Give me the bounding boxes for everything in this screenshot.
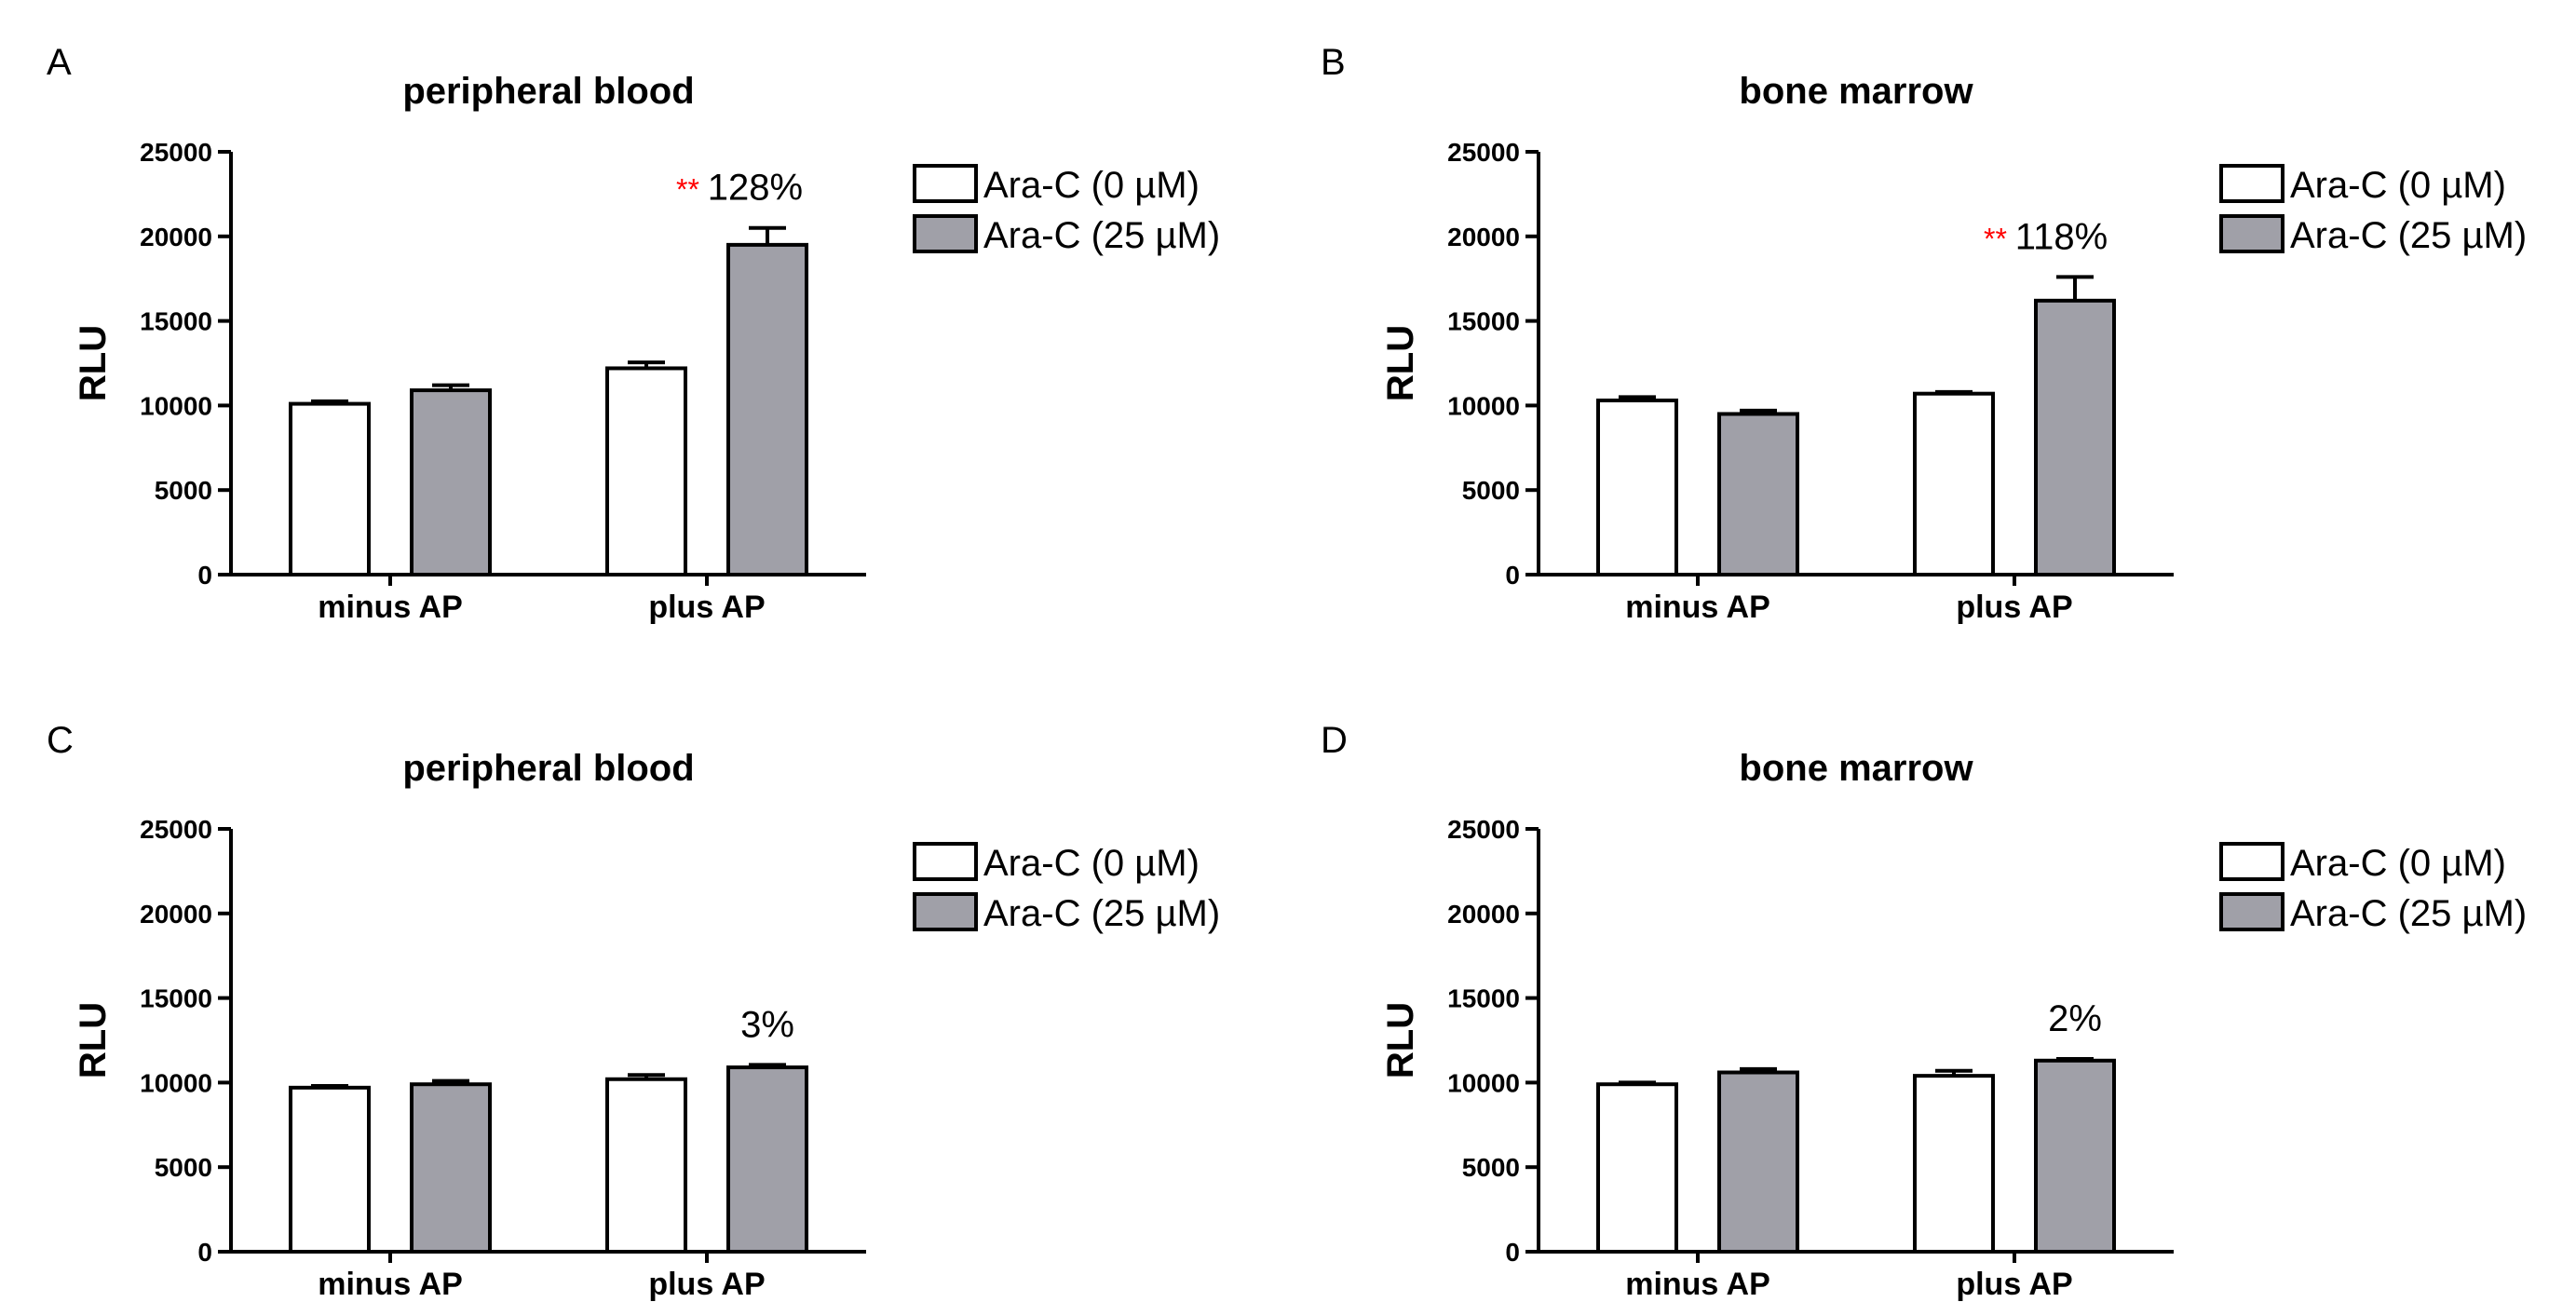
bar — [2034, 298, 2116, 576]
x-tick-label: plus AP — [1956, 1267, 2072, 1302]
legend-label: Ara-C (0 µM) — [983, 165, 1200, 206]
bar — [2034, 1058, 2116, 1254]
panel-label: A — [47, 42, 72, 83]
legend-label: Ara-C (0 µM) — [2290, 843, 2506, 884]
panel-label: C — [47, 720, 74, 761]
y-tick-label: 25000 — [140, 815, 212, 844]
legend-swatch — [2219, 164, 2285, 203]
legend-swatch — [2219, 842, 2285, 881]
significance-stars: ** — [1984, 222, 2015, 255]
y-tick-label: 15000 — [140, 307, 212, 336]
bar — [726, 1065, 808, 1255]
annotation-label: ** 118% — [1984, 216, 2108, 257]
x-tick-label: plus AP — [648, 590, 765, 625]
y-axis-label: RLU — [1380, 325, 1421, 401]
y-tick-label: 5000 — [1462, 1153, 1520, 1182]
chart-title: peripheral blood — [402, 748, 694, 789]
legend-swatch — [913, 842, 978, 881]
y-tick-label: 10000 — [1447, 1068, 1520, 1097]
y-tick-label: 5000 — [155, 1153, 212, 1182]
bar — [410, 1082, 492, 1254]
bar — [1913, 1074, 1995, 1254]
legend-swatch — [2219, 892, 2285, 931]
legend-swatch — [913, 164, 978, 203]
bar — [1717, 1070, 1799, 1255]
bar — [1596, 1082, 1678, 1254]
annotation-label: 2% — [2048, 998, 2102, 1039]
y-tick-label: 20000 — [140, 223, 212, 251]
legend-swatch — [913, 214, 978, 253]
chart-title: peripheral blood — [402, 71, 694, 112]
bar — [1717, 412, 1799, 577]
bar — [1596, 398, 1678, 576]
legend-label: Ara-C (25 µM) — [2290, 893, 2527, 934]
y-axis-label: RLU — [1380, 1002, 1421, 1078]
y-tick-label: 20000 — [1447, 223, 1520, 251]
x-tick-label: minus AP — [318, 590, 463, 625]
y-tick-label: 0 — [197, 561, 212, 590]
y-tick-label: 0 — [1505, 1238, 1520, 1267]
x-tick-label: plus AP — [648, 1267, 765, 1302]
bar — [289, 1085, 371, 1255]
percent-change: 118% — [2015, 216, 2108, 257]
bar — [1913, 391, 1995, 576]
y-tick-label: 15000 — [140, 984, 212, 1013]
bar — [726, 242, 808, 576]
legend-swatch — [2219, 214, 2285, 253]
y-tick-label: 20000 — [140, 900, 212, 929]
legend-label: Ara-C (0 µM) — [983, 843, 1200, 884]
percent-change: 2% — [2048, 998, 2102, 1039]
y-tick-label: 5000 — [155, 476, 212, 505]
bar — [289, 401, 371, 577]
annotation-label: 3% — [740, 1004, 794, 1045]
percent-change: 3% — [740, 1004, 794, 1045]
y-tick-label: 5000 — [1462, 476, 1520, 505]
x-tick-label: minus AP — [1625, 590, 1770, 625]
panel-label: D — [1321, 720, 1348, 761]
legend-label: Ara-C (0 µM) — [2290, 165, 2506, 206]
bar — [605, 366, 687, 576]
legend-label: Ara-C (25 µM) — [983, 215, 1220, 256]
y-tick-label: 0 — [197, 1238, 212, 1267]
y-tick-label: 0 — [1505, 561, 1520, 590]
chart-title: bone marrow — [1739, 748, 1973, 789]
x-tick-label: minus AP — [318, 1267, 463, 1302]
y-axis-label: RLU — [73, 325, 114, 401]
y-tick-label: 25000 — [140, 138, 212, 167]
y-tick-label: 25000 — [1447, 138, 1520, 167]
y-tick-label: 10000 — [140, 1068, 212, 1097]
y-tick-label: 15000 — [1447, 984, 1520, 1013]
annotation-label: ** 128% — [676, 168, 803, 209]
y-tick-label: 25000 — [1447, 815, 1520, 844]
y-axis-label: RLU — [73, 1002, 114, 1078]
bar — [410, 388, 492, 576]
legend-swatch — [913, 892, 978, 931]
significance-stars: ** — [676, 173, 708, 207]
panel-label: B — [1321, 42, 1346, 83]
x-tick-label: plus AP — [1956, 590, 2072, 625]
legend-label: Ara-C (25 µM) — [983, 893, 1220, 934]
y-tick-label: 10000 — [1447, 391, 1520, 420]
percent-change: 128% — [708, 168, 803, 209]
y-tick-label: 20000 — [1447, 900, 1520, 929]
legend-label: Ara-C (25 µM) — [2290, 215, 2527, 256]
y-tick-label: 10000 — [140, 391, 212, 420]
chart-title: bone marrow — [1739, 71, 1973, 112]
x-tick-label: minus AP — [1625, 1267, 1770, 1302]
bar — [605, 1077, 687, 1254]
y-tick-label: 15000 — [1447, 307, 1520, 336]
